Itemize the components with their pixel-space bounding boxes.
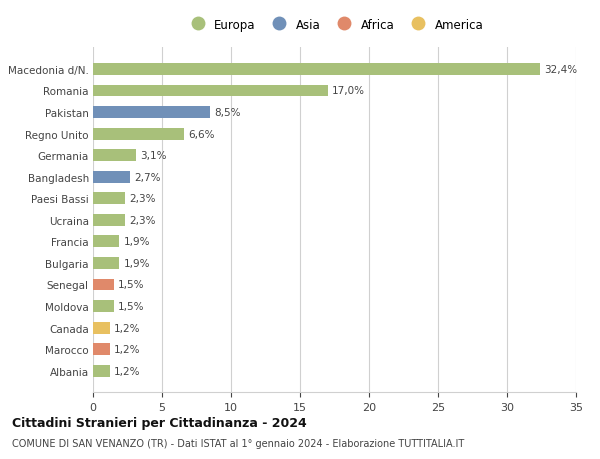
Text: Cittadini Stranieri per Cittadinanza - 2024: Cittadini Stranieri per Cittadinanza - 2… xyxy=(12,416,307,429)
Text: 1,5%: 1,5% xyxy=(118,280,145,290)
Text: 1,2%: 1,2% xyxy=(114,323,140,333)
Text: 6,6%: 6,6% xyxy=(188,129,215,139)
Bar xyxy=(93,171,130,183)
Text: 1,9%: 1,9% xyxy=(124,237,150,247)
Text: 1,5%: 1,5% xyxy=(118,302,145,311)
Bar xyxy=(93,64,540,76)
Bar xyxy=(93,301,114,312)
Text: COMUNE DI SAN VENANZO (TR) - Dati ISTAT al 1° gennaio 2024 - Elaborazione TUTTIT: COMUNE DI SAN VENANZO (TR) - Dati ISTAT … xyxy=(12,438,464,448)
Text: 17,0%: 17,0% xyxy=(332,86,365,96)
Legend: Europa, Asia, Africa, America: Europa, Asia, Africa, America xyxy=(184,16,485,34)
Text: 1,9%: 1,9% xyxy=(124,258,150,269)
Bar xyxy=(93,365,110,377)
Bar xyxy=(93,279,114,291)
Text: 1,2%: 1,2% xyxy=(114,344,140,354)
Bar xyxy=(93,214,125,226)
Text: 8,5%: 8,5% xyxy=(214,108,241,118)
Bar xyxy=(93,85,328,97)
Text: 32,4%: 32,4% xyxy=(544,65,577,75)
Text: 1,2%: 1,2% xyxy=(114,366,140,376)
Bar xyxy=(93,129,184,140)
Text: 2,3%: 2,3% xyxy=(129,194,155,204)
Text: 3,1%: 3,1% xyxy=(140,151,166,161)
Bar xyxy=(93,150,136,162)
Text: 2,7%: 2,7% xyxy=(134,172,161,182)
Bar xyxy=(93,322,110,334)
Bar xyxy=(93,236,119,248)
Bar xyxy=(93,193,125,205)
Bar xyxy=(93,257,119,269)
Text: 2,3%: 2,3% xyxy=(129,215,155,225)
Bar xyxy=(93,107,211,119)
Bar xyxy=(93,343,110,355)
